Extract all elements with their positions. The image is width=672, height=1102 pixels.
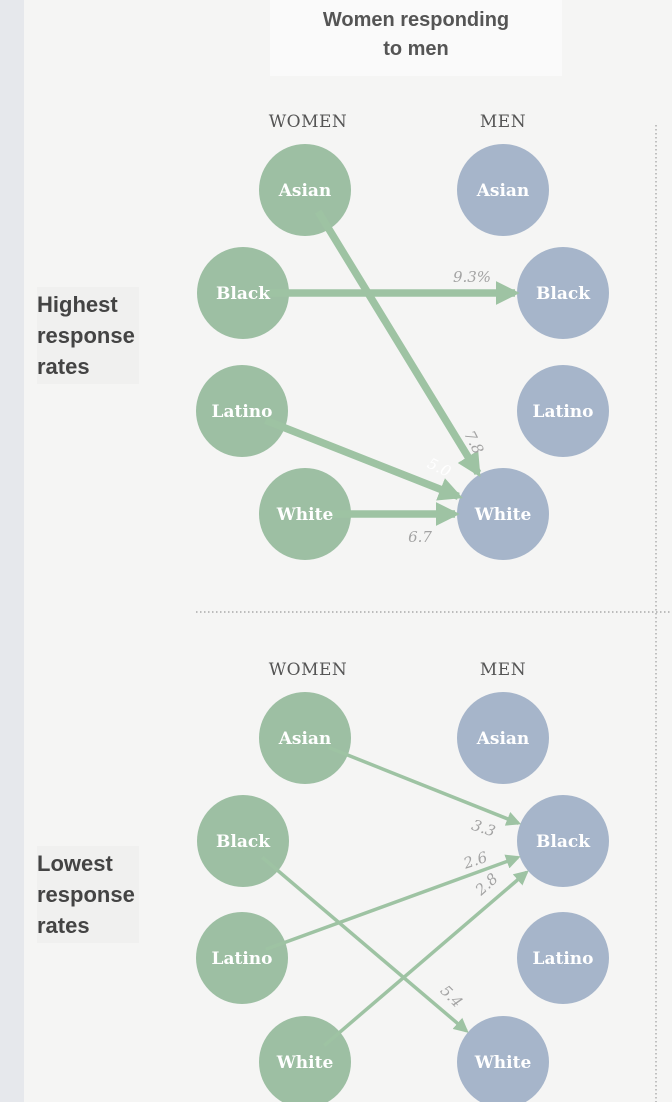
women-node-label: Asian xyxy=(278,181,332,201)
women-node-black xyxy=(197,795,289,887)
arrow-value-label: 5.4 xyxy=(437,982,467,1012)
women-column-header: WOMEN xyxy=(269,112,348,132)
women-node-label: Black xyxy=(216,284,271,304)
panel-lowest: WOMEN MEN Asian Black Latino White Asian Black L… xyxy=(196,660,609,1102)
men-node-white xyxy=(457,468,549,560)
row-label-line: rates xyxy=(37,354,90,379)
arrow-latino-to-black xyxy=(265,854,521,951)
arrow-value-label: 3.3 xyxy=(469,816,497,840)
arrow-value-label: 5.0 xyxy=(425,454,455,481)
women-node-white xyxy=(259,1016,351,1102)
arrow-asian-to-white xyxy=(314,209,482,478)
women-node-label: Latino xyxy=(212,949,273,969)
men-node-label: Black xyxy=(536,832,591,852)
women-node-latino xyxy=(196,365,288,457)
row-label-lowest: Lowest response rates xyxy=(37,846,139,943)
row-label-line: response xyxy=(37,323,135,348)
men-node-white xyxy=(457,1016,549,1102)
women-node-asian xyxy=(259,144,351,236)
women-node-label: Asian xyxy=(278,729,332,749)
row-label-line: response xyxy=(37,882,135,907)
men-node-label: Black xyxy=(536,284,591,304)
men-node-label: Latino xyxy=(533,949,594,969)
men-node-black xyxy=(517,795,609,887)
women-node-label: Black xyxy=(216,832,271,852)
title-background xyxy=(270,0,562,76)
men-node-label: White xyxy=(474,1053,532,1073)
row-label-highest: Highest response rates xyxy=(37,287,139,384)
row-label-line: Lowest xyxy=(37,851,113,876)
arrow-latino-to-white xyxy=(264,416,463,501)
diagram-title: Women responding to men xyxy=(270,6,562,64)
arrow-value-label: 9.3% xyxy=(453,268,491,286)
men-node-black xyxy=(517,247,609,339)
row-label-line: rates xyxy=(37,913,90,938)
women-node-asian xyxy=(259,692,351,784)
men-node-latino xyxy=(517,912,609,1004)
panel-highest: WOMEN MEN Asian Black Latino White Asian Black L… xyxy=(196,112,609,560)
women-node-label: White xyxy=(276,505,334,525)
men-node-asian xyxy=(457,144,549,236)
women-node-white xyxy=(259,468,351,560)
men-node-label: White xyxy=(474,505,532,525)
men-node-label: Latino xyxy=(533,402,594,422)
women-column-header: WOMEN xyxy=(269,660,348,680)
women-node-black xyxy=(197,247,289,339)
row-label-line: Highest xyxy=(37,292,118,317)
arrow-value-label: 6.7 xyxy=(408,528,432,546)
title-line-2: to men xyxy=(383,38,449,60)
women-node-label: White xyxy=(276,1053,334,1073)
women-node-latino xyxy=(196,912,288,1004)
left-sidebar-strip xyxy=(0,0,24,1102)
men-column-header: MEN xyxy=(480,660,526,680)
men-node-latino xyxy=(517,365,609,457)
men-node-label: Asian xyxy=(476,729,530,749)
men-node-asian xyxy=(457,692,549,784)
arrow-asian-to-black xyxy=(327,745,522,826)
women-node-label: Latino xyxy=(212,402,273,422)
arrow-white-to-black xyxy=(323,870,529,1047)
men-column-header: MEN xyxy=(480,112,526,132)
arrow-black-to-white xyxy=(261,856,469,1033)
title-line-1: Women responding xyxy=(322,9,510,31)
men-node-label: Asian xyxy=(476,181,530,201)
